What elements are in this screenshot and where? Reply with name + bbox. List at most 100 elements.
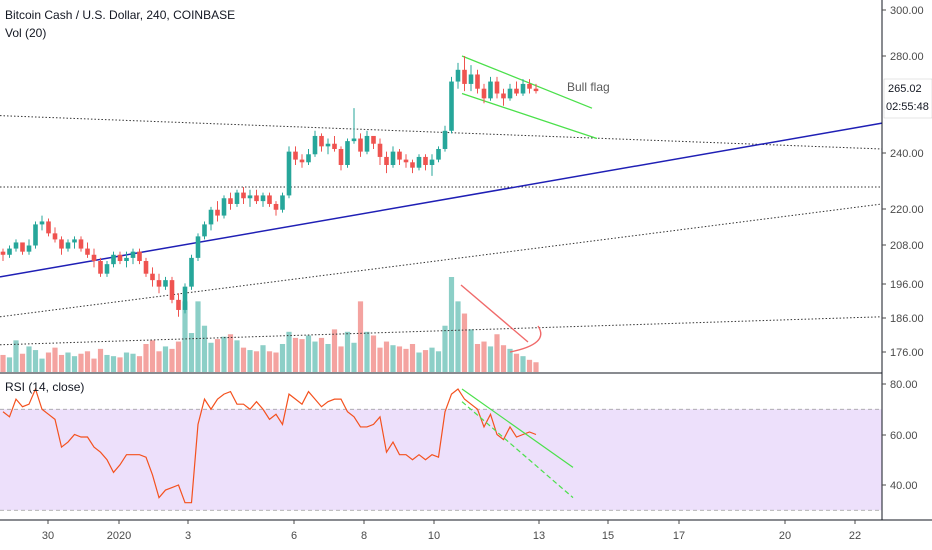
candle-body	[338, 148, 344, 165]
candle-body	[403, 159, 409, 163]
candle-body	[273, 203, 279, 210]
last-price-value: 265.02	[888, 83, 922, 95]
time-tick-label: 8	[361, 530, 367, 542]
volume-bar	[182, 301, 188, 372]
candle-body	[215, 209, 220, 216]
volume-bar	[377, 347, 383, 372]
candle-body	[429, 159, 435, 165]
volume-bar	[325, 343, 331, 372]
candle-body	[319, 135, 324, 147]
volume-bar	[143, 343, 149, 372]
volume-bar	[429, 347, 435, 372]
volume-bar	[416, 352, 422, 372]
volume-bar	[52, 347, 58, 372]
rsi-band	[0, 409, 882, 511]
volume-bar	[520, 356, 526, 372]
candle-body	[468, 74, 474, 84]
volume-bar	[195, 301, 201, 372]
volume-bar	[78, 353, 84, 372]
volume-bar	[442, 325, 448, 372]
candle-body	[39, 221, 45, 225]
volume-bar	[149, 340, 156, 372]
rsi-plot	[2, 387, 537, 504]
time-tick-label: 20	[779, 530, 791, 542]
price-tick-label: 220.00	[890, 204, 924, 216]
candle-body	[59, 239, 64, 249]
volume-bar	[266, 351, 273, 372]
volume-bar	[110, 356, 117, 372]
price-tick-label: 280.00	[890, 51, 924, 63]
candle-body	[481, 88, 487, 99]
volume-bar	[403, 348, 409, 372]
volume-bar	[292, 337, 299, 372]
candle-body	[410, 162, 415, 168]
candle-body	[423, 156, 428, 165]
candle-body	[364, 135, 370, 152]
volume-bar	[13, 340, 19, 372]
volume-bar	[247, 350, 253, 372]
candle-body	[117, 254, 123, 262]
volume-bar	[481, 341, 487, 372]
volume-bar	[500, 345, 507, 372]
candle-body	[78, 239, 84, 249]
price-tick-label: 300.00	[890, 5, 924, 17]
candle-body	[527, 83, 532, 89]
candle-body	[325, 143, 331, 147]
time-tick-label: 13	[533, 530, 545, 542]
dotted-trendline	[0, 203, 883, 318]
candle-body	[280, 195, 285, 210]
dotted-trendline	[0, 316, 883, 346]
candle-body	[475, 74, 480, 89]
volume-bar	[364, 331, 370, 372]
time-tick-label: 10	[428, 530, 440, 542]
time-tick-label: 6	[291, 530, 297, 542]
candle-body	[462, 69, 467, 84]
volume-bar	[260, 345, 266, 372]
candle-body	[13, 242, 19, 249]
candle-body	[494, 81, 500, 94]
volume-bar	[97, 348, 104, 372]
volume-bar	[169, 348, 175, 372]
candle-body	[332, 143, 337, 149]
volume-bar	[344, 331, 351, 372]
bull-flag-line	[461, 92, 598, 140]
candle-body	[416, 156, 422, 168]
candle-body	[52, 233, 58, 240]
price-tick-label: 196.00	[890, 279, 924, 291]
candle-body	[345, 141, 350, 165]
last-price-marker: 265.02 02:55:48	[883, 78, 932, 119]
volume-bar	[240, 347, 247, 372]
volume-bar	[338, 346, 344, 372]
volume-bar	[26, 346, 32, 372]
candle-body	[234, 192, 240, 204]
candle-body	[377, 143, 383, 157]
price-tick-label: 208.00	[890, 240, 924, 252]
candle-body	[455, 69, 461, 82]
time-tick-label: 17	[673, 530, 685, 542]
volume-bar	[312, 341, 318, 372]
time-tick-label: 22	[849, 530, 861, 542]
candle-body	[260, 195, 266, 202]
candle-body	[351, 138, 357, 142]
volume-bar	[130, 353, 136, 372]
volume-bar	[351, 342, 357, 372]
volume-bar	[104, 354, 110, 372]
rsi-tick-label: 60.00	[890, 430, 918, 442]
blue-trendline	[0, 122, 883, 278]
candle-body	[501, 93, 506, 99]
candles	[0, 56, 539, 317]
volume-bar	[331, 329, 338, 372]
bull-flag-label: Bull flag	[567, 80, 610, 94]
candle-body	[111, 254, 116, 265]
volume-bar	[32, 350, 39, 372]
candle-body	[221, 198, 227, 216]
candle-body	[156, 280, 162, 287]
volume-bar	[286, 331, 292, 372]
candle-body	[0, 251, 6, 255]
candle-body	[104, 264, 110, 274]
volume-legend: Vol (20)	[5, 26, 46, 40]
candle-body	[293, 151, 298, 160]
volume-bar	[305, 335, 312, 372]
symbol-legend: Bitcoin Cash / U.S. Dollar, 240, COINBAS…	[5, 8, 235, 22]
rsi-tick-label: 40.00	[890, 480, 918, 492]
